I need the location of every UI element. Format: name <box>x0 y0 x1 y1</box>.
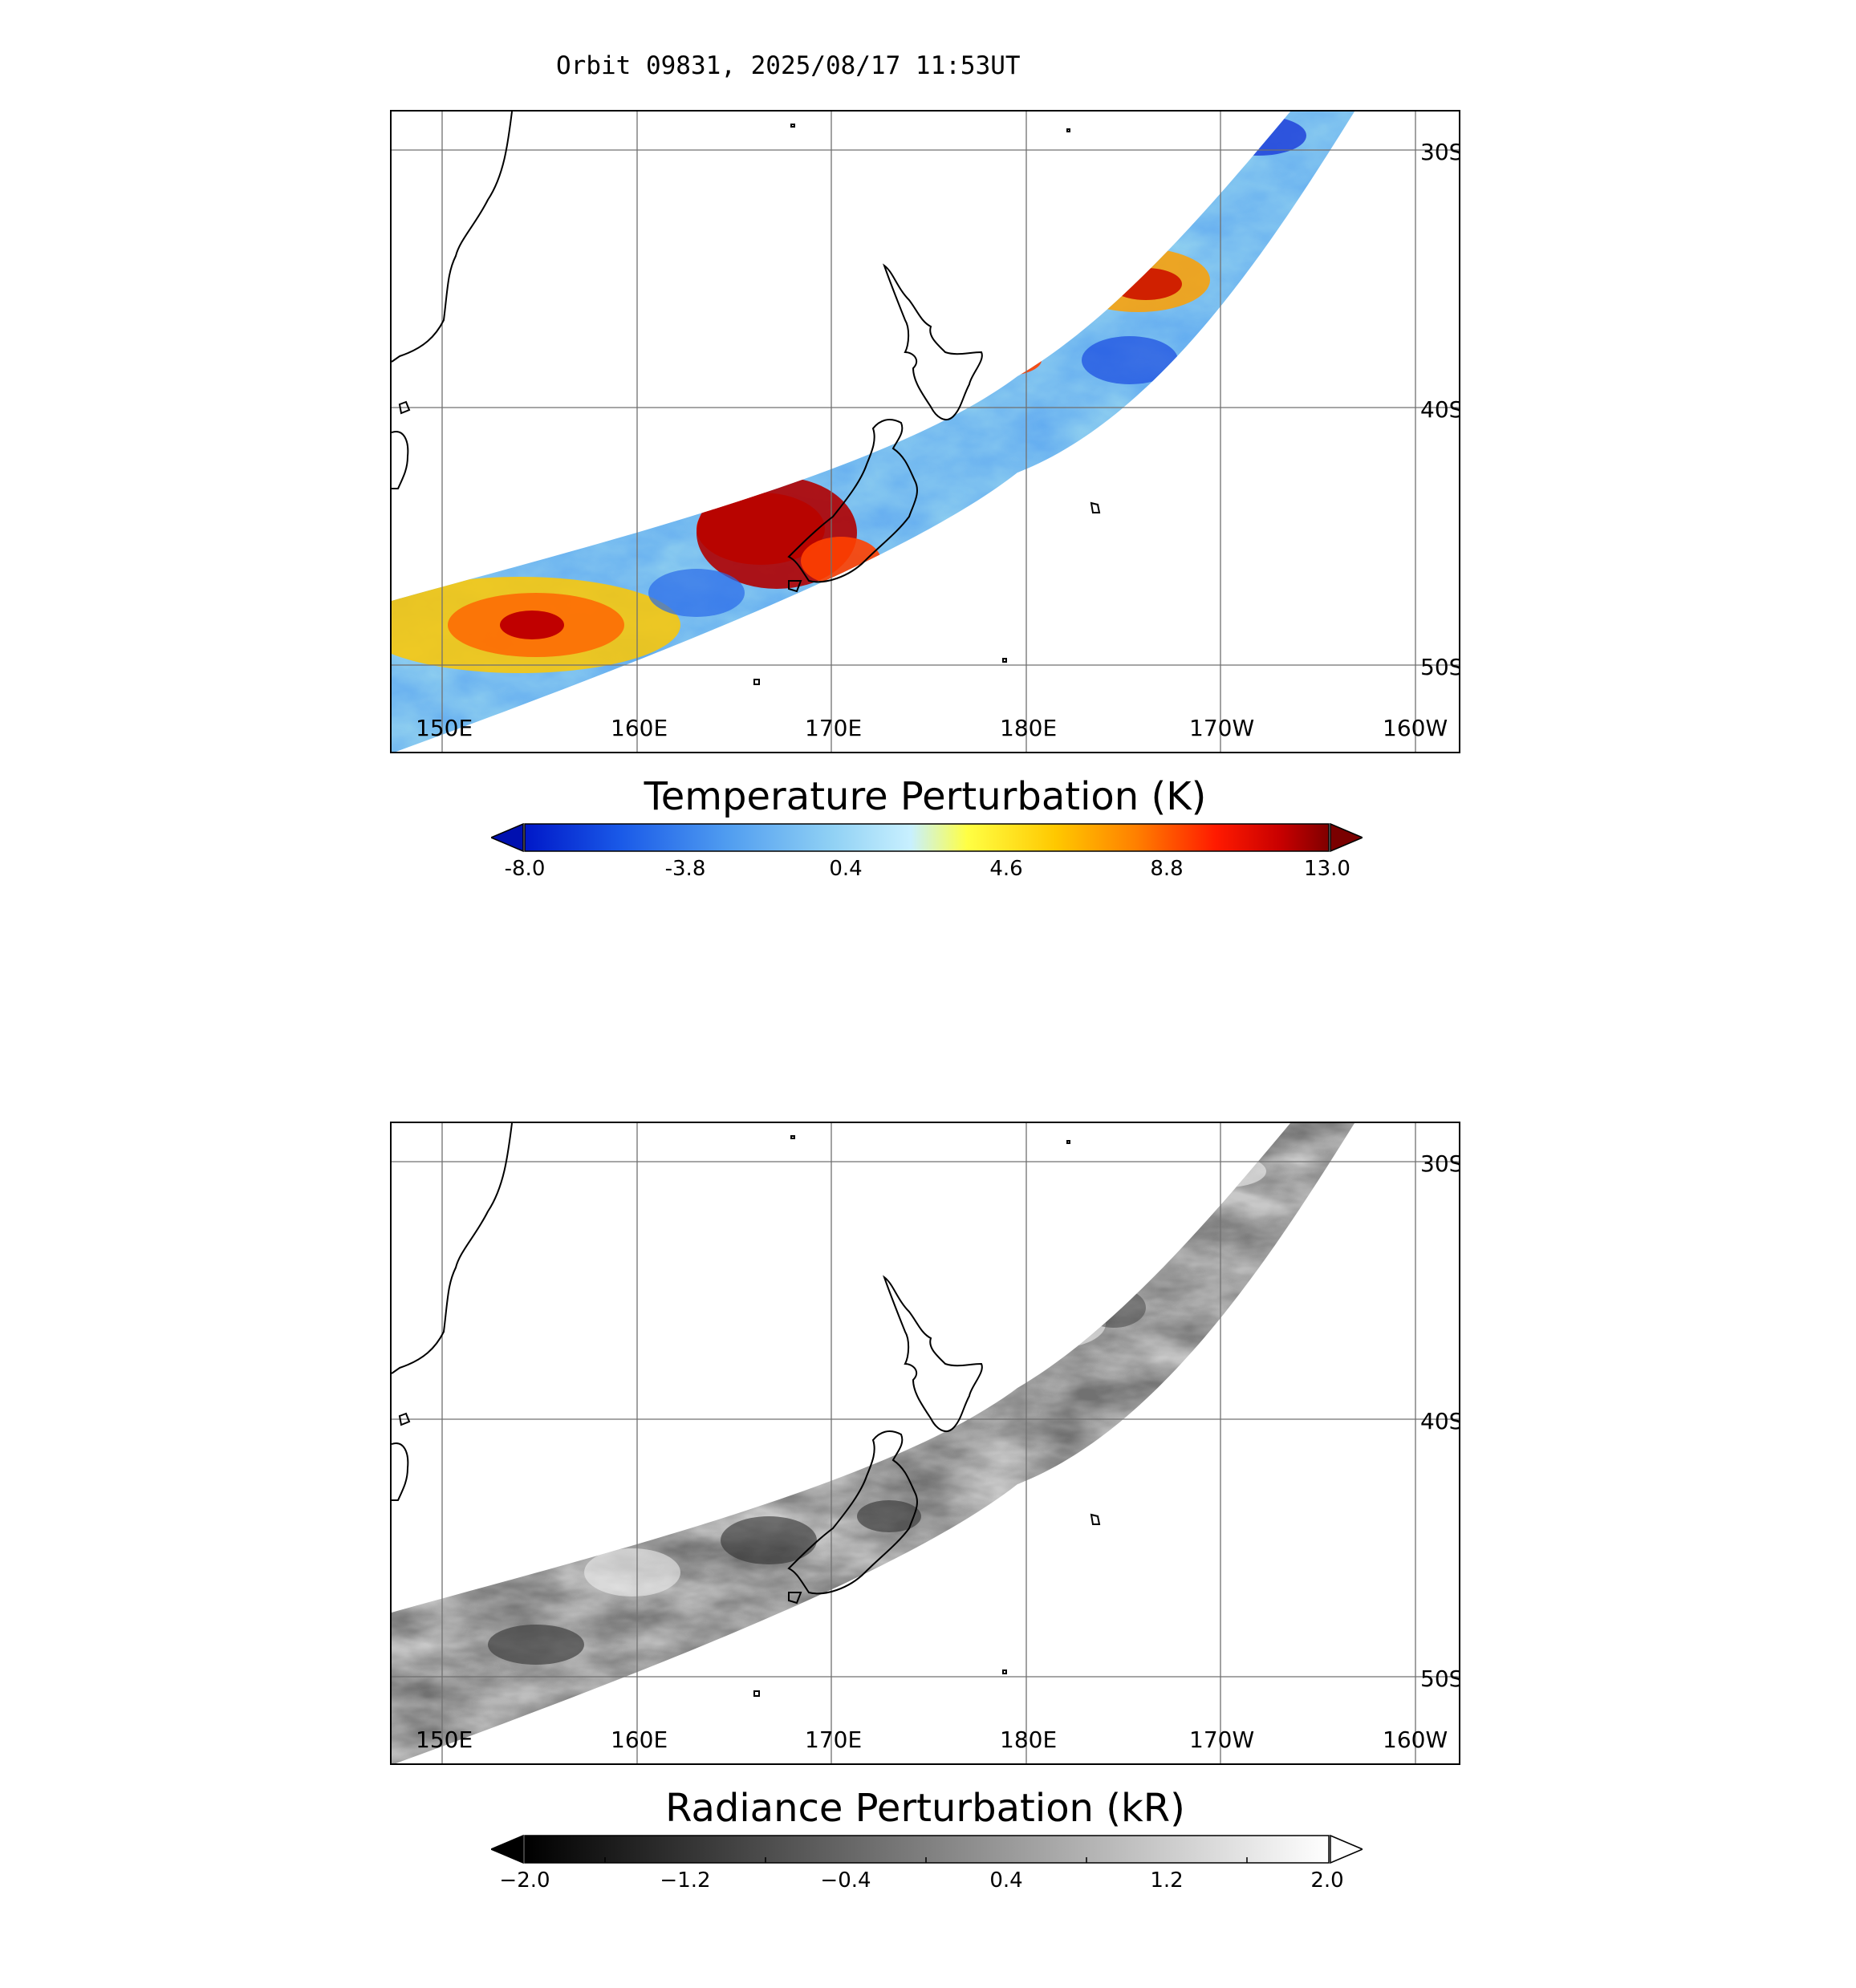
temperature-under-triangle <box>489 822 524 853</box>
radiance-map-panel[interactable]: 30S 40S 50S 150E 160E 170E 180E 170W 160… <box>390 1122 1460 1765</box>
temperature-colorbar <box>489 822 1364 854</box>
coastlines <box>392 1123 1101 1697</box>
lon-label-150e: 150E <box>416 715 473 741</box>
orbit-title: Orbit 09831, 2025/08/17 11:53UT <box>556 51 1021 80</box>
radiance-over-triangle <box>1330 1834 1364 1864</box>
lon-label-160w: 160W <box>1383 1726 1448 1753</box>
temperature-tick: 4.6 <box>989 857 1023 881</box>
graticule <box>392 1123 1459 1763</box>
lon-label-170w: 170W <box>1189 715 1255 741</box>
temperature-tick: 8.8 <box>1150 857 1184 881</box>
radiance-tick: 0.4 <box>989 1868 1023 1893</box>
radiance-tick: 2.0 <box>1310 1868 1344 1893</box>
lat-label-50s: 50S <box>1420 654 1460 680</box>
radiance-tick: 1.2 <box>1150 1868 1184 1893</box>
lon-label-180e: 180E <box>1000 1726 1058 1753</box>
lon-label-170e: 170E <box>805 715 863 741</box>
lon-label-150e: 150E <box>416 1726 473 1753</box>
temperature-tick: -8.0 <box>504 857 546 881</box>
radiance-colorbar-title: Radiance Perturbation (kR) <box>665 1786 1185 1831</box>
radiance-under-triangle <box>489 1834 524 1864</box>
graticule <box>392 112 1459 752</box>
lon-label-160e: 160E <box>611 1726 668 1753</box>
temperature-tick: 0.4 <box>829 857 863 881</box>
lon-label-170e: 170E <box>805 1726 863 1753</box>
lat-label-30s: 30S <box>1420 1150 1460 1177</box>
lat-label-40s: 40S <box>1420 1408 1460 1434</box>
temperature-tick: 13.0 <box>1304 857 1350 881</box>
radiance-map <box>392 1123 1459 1763</box>
lon-label-180e: 180E <box>1000 715 1058 741</box>
lon-label-170w: 170W <box>1189 1726 1255 1753</box>
lat-label-40s: 40S <box>1420 396 1460 423</box>
lat-label-30s: 30S <box>1420 139 1460 165</box>
temperature-map <box>392 112 1459 752</box>
lon-label-160w: 160W <box>1383 715 1448 741</box>
lon-label-160e: 160E <box>611 715 668 741</box>
radiance-tick: −0.4 <box>820 1868 871 1893</box>
radiance-colorbar <box>489 1833 1364 1865</box>
lat-label-50s: 50S <box>1420 1665 1460 1692</box>
coastlines <box>392 112 1101 685</box>
radiance-tick: −1.2 <box>660 1868 711 1893</box>
temperature-map-panel[interactable]: 30S 40S 50S 150E 160E 170E 180E 170W 160… <box>390 110 1460 753</box>
radiance-tick: −2.0 <box>499 1868 550 1893</box>
temperature-colorbar-title: Temperature Perturbation (K) <box>644 774 1207 819</box>
temperature-tick: -3.8 <box>664 857 706 881</box>
temperature-over-triangle <box>1330 822 1364 853</box>
